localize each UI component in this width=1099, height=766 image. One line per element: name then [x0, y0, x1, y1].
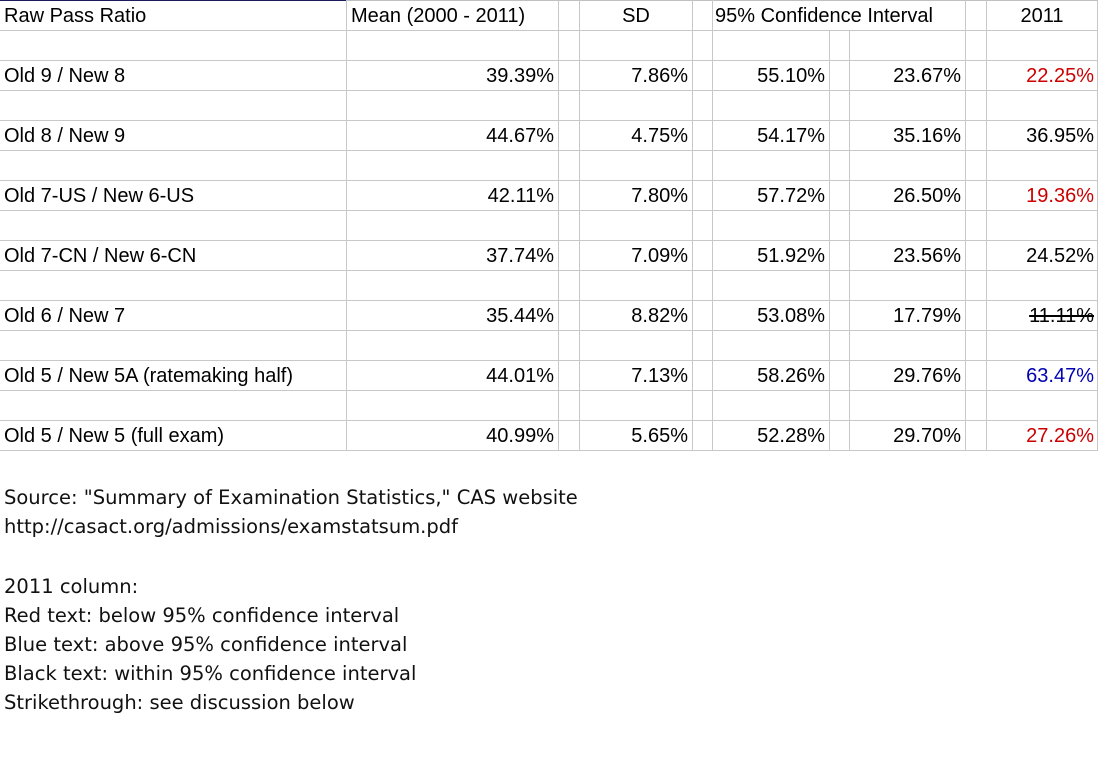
- cell-exam[interactable]: Old 7-CN / New 6-CN: [4, 245, 197, 267]
- gridline-h: [0, 180, 1098, 181]
- gridline-h: [0, 270, 1098, 271]
- gridline-h: [0, 390, 1098, 391]
- cell-exam[interactable]: Old 7-US / New 6-US: [4, 185, 195, 207]
- cell-mean[interactable]: 37.74%: [486, 245, 554, 267]
- cell-ci-high[interactable]: 54.17%: [757, 125, 825, 147]
- legend-strikethrough: Strikethrough: see discussion below: [4, 691, 355, 714]
- gridline-v: [712, 0, 713, 451]
- gridline-v: [965, 0, 966, 451]
- gridline-h: [0, 90, 1098, 91]
- cell-mean[interactable]: 44.01%: [486, 365, 554, 387]
- cell-ci-high[interactable]: 57.72%: [757, 185, 825, 207]
- top-border-selected: [0, 0, 347, 1]
- header-mean[interactable]: Mean (2000 - 2011): [351, 5, 526, 27]
- cell-exam[interactable]: Old 6 / New 7: [4, 305, 126, 327]
- gridline-v: [1097, 0, 1098, 451]
- gridline-h: [0, 150, 1098, 151]
- cell-ci-low[interactable]: 29.70%: [893, 425, 961, 447]
- cell-mean[interactable]: 40.99%: [486, 425, 554, 447]
- cell-exam[interactable]: Old 5 / New 5A (ratemaking half): [4, 365, 294, 387]
- gridline-h: [0, 210, 1098, 211]
- legend-black: Black text: within 95% confidence interv…: [4, 662, 417, 685]
- cell-ci-high[interactable]: 51.92%: [757, 245, 825, 267]
- legend-blue: Blue text: above 95% confidence interval: [4, 633, 408, 656]
- header-2011[interactable]: 2011: [1020, 5, 1064, 27]
- cell-ci-high[interactable]: 58.26%: [757, 365, 825, 387]
- source-citation: Source: "Summary of Examination Statisti…: [4, 486, 578, 509]
- gridline-h: [0, 60, 1098, 61]
- gridline-h: [0, 30, 1098, 31]
- gridline-v: [346, 0, 347, 451]
- cell-sd[interactable]: 8.82%: [631, 305, 688, 327]
- spreadsheet-table: Raw Pass Ratio Mean (2000 - 2011) SD 95%…: [0, 0, 1098, 451]
- cell-2011[interactable]: 22.25%: [1026, 65, 1094, 87]
- cell-2011[interactable]: 24.52%: [1026, 245, 1094, 267]
- cell-ci-low[interactable]: 23.67%: [893, 65, 961, 87]
- cell-sd[interactable]: 7.13%: [631, 365, 688, 387]
- gridline-v: [986, 0, 987, 451]
- cell-exam[interactable]: Old 8 / New 9: [4, 125, 126, 147]
- cell-2011[interactable]: 36.95%: [1026, 125, 1094, 147]
- cell-ci-high[interactable]: 52.28%: [757, 425, 825, 447]
- gridline-h: [0, 240, 1098, 241]
- cell-sd[interactable]: 7.80%: [631, 185, 688, 207]
- header-confidence-interval[interactable]: 95% Confidence Interval: [715, 5, 933, 27]
- gridline-h: [0, 300, 1098, 301]
- header-raw-pass-ratio[interactable]: Raw Pass Ratio: [4, 5, 147, 27]
- gridline-v: [558, 0, 559, 451]
- gridline-v: [692, 0, 693, 451]
- cell-ci-low[interactable]: 26.50%: [893, 185, 961, 207]
- cell-sd[interactable]: 7.86%: [631, 65, 688, 87]
- cell-mean[interactable]: 44.67%: [486, 125, 554, 147]
- gridline-v: [829, 30, 830, 451]
- gridline-h: [0, 420, 1098, 421]
- legend-red: Red text: below 95% confidence interval: [4, 604, 400, 627]
- gridline-v: [579, 0, 580, 451]
- cell-ci-low[interactable]: 17.79%: [893, 305, 961, 327]
- gridline-v: [849, 30, 850, 451]
- source-url[interactable]: http://casact.org/admissions/examstatsum…: [4, 515, 459, 538]
- cell-ci-low[interactable]: 23.56%: [893, 245, 961, 267]
- cell-sd[interactable]: 4.75%: [631, 125, 688, 147]
- cell-sd[interactable]: 5.65%: [631, 425, 688, 447]
- legend-title: 2011 column:: [4, 575, 139, 598]
- gridline-h: [0, 450, 1098, 451]
- cell-ci-low[interactable]: 29.76%: [893, 365, 961, 387]
- cell-2011[interactable]: 27.26%: [1026, 425, 1094, 447]
- cell-exam[interactable]: Old 5 / New 5 (full exam): [4, 425, 225, 447]
- cell-mean[interactable]: 39.39%: [486, 65, 554, 87]
- cell-mean[interactable]: 35.44%: [486, 305, 554, 327]
- cell-exam[interactable]: Old 9 / New 8: [4, 65, 126, 87]
- cell-ci-low[interactable]: 35.16%: [893, 125, 961, 147]
- cell-ci-high[interactable]: 53.08%: [757, 305, 825, 327]
- cell-2011[interactable]: 63.47%: [1026, 365, 1094, 387]
- header-sd[interactable]: SD: [622, 5, 650, 27]
- gridline-h: [0, 360, 1098, 361]
- cell-ci-high[interactable]: 55.10%: [757, 65, 825, 87]
- cell-2011[interactable]: 11.11%: [1029, 305, 1094, 327]
- top-border: [347, 0, 1098, 1]
- cell-sd[interactable]: 7.09%: [631, 245, 688, 267]
- gridline-h: [0, 120, 1098, 121]
- gridline-h: [0, 330, 1098, 331]
- cell-mean[interactable]: 42.11%: [487, 185, 554, 207]
- cell-2011[interactable]: 19.36%: [1026, 185, 1094, 207]
